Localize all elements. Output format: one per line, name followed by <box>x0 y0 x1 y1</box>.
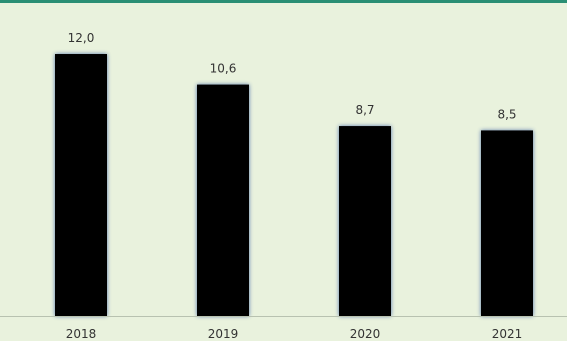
bar-2019 <box>197 84 249 316</box>
bar-2021 <box>481 130 533 316</box>
top-accent-rule <box>0 0 567 3</box>
bars-layer <box>55 54 533 317</box>
bar-2018 <box>55 54 107 317</box>
data-label-2018: 12,0 <box>68 31 95 45</box>
data-label-2020: 8,7 <box>355 103 374 117</box>
data-label-2021: 8,5 <box>497 107 516 121</box>
data-label-2019: 10,6 <box>210 62 237 76</box>
x-tick-label-2021: 2021 <box>492 327 523 341</box>
x-tick-label-2018: 2018 <box>66 327 97 341</box>
labels-layer: 12,0 2018 10,6 2019 8,7 2020 8,5 2021 <box>66 31 523 341</box>
bar-2020 <box>339 126 391 316</box>
x-tick-label-2019: 2019 <box>208 327 239 341</box>
x-tick-label-2020: 2020 <box>350 327 381 341</box>
